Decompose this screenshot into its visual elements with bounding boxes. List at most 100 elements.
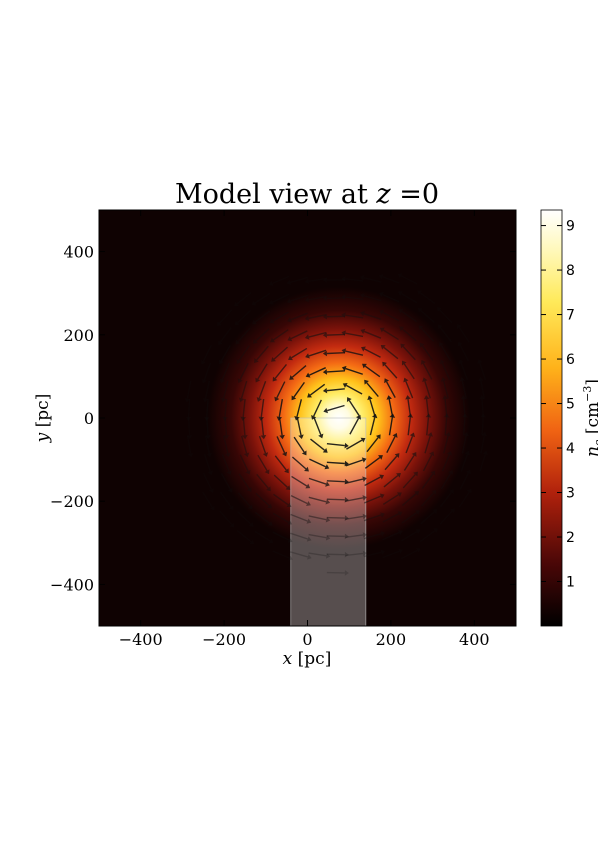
- vector-arrow: [258, 435, 269, 457]
- y-tick-label: 200: [63, 326, 94, 345]
- vector-arrow: [289, 365, 307, 380]
- vector-arrow: [308, 533, 331, 541]
- vector-arrow: [241, 435, 250, 458]
- vector-arrow: [456, 323, 470, 343]
- vector-arrow: [287, 330, 308, 342]
- vector-arrow: [422, 451, 435, 472]
- vector-arrow: [311, 399, 322, 420]
- colorbar-tick-label: 6: [566, 352, 575, 368]
- vector-arrow: [480, 413, 486, 436]
- vector-arrow: [218, 327, 232, 346]
- vector-arrow: [223, 417, 230, 440]
- vector-arrow: [366, 434, 381, 453]
- vector-arrow: [417, 307, 435, 323]
- vector-arrow: [290, 494, 311, 506]
- vector-arrow: [346, 437, 366, 450]
- vector-arrow: [443, 432, 451, 454]
- y-axis-ticks: 400 200 0 −200 −400: [50, 243, 516, 594]
- vector-arrow: [308, 552, 331, 559]
- vector-arrow: [462, 413, 468, 436]
- vector-arrow: [405, 395, 412, 418]
- vector-arrow: [379, 327, 399, 341]
- colorbar-tick-label: 8: [566, 263, 575, 279]
- vector-arrow: [424, 432, 433, 454]
- vector-arrow: [478, 376, 486, 399]
- vector-arrow: [360, 328, 382, 339]
- vector-arrow: [313, 417, 324, 439]
- vector-arrow: [398, 291, 418, 304]
- y-axis-label: y [pc]: [33, 394, 53, 444]
- vector-arrow: [364, 474, 385, 487]
- vector-arrow: [400, 343, 416, 361]
- vector-arrow: [270, 329, 289, 343]
- vector-arrow: [252, 328, 270, 344]
- vector-arrow: [378, 292, 400, 303]
- vector-field: [184, 273, 489, 576]
- y-tick-label: −400: [50, 575, 94, 594]
- vector-arrow: [437, 324, 453, 343]
- vector-arrow: [237, 492, 253, 510]
- vector-arrow: [309, 458, 330, 470]
- colorbar-close: ]: [583, 379, 598, 386]
- vector-arrow: [269, 293, 290, 305]
- vector-arrow: [254, 345, 269, 363]
- vector-arrow: [477, 359, 487, 381]
- vector-arrow: [378, 274, 400, 284]
- vector-arrow: [184, 380, 192, 403]
- vector-arrow: [239, 454, 251, 475]
- y-tick-label: 400: [63, 243, 94, 262]
- vector-arrow: [479, 450, 489, 472]
- vector-arrow: [362, 363, 381, 378]
- x-axis-ticks: −400 −200 0 200 400: [119, 210, 490, 649]
- vector-arrow: [382, 361, 398, 379]
- vector-arrow: [419, 528, 438, 543]
- vector-arrow: [290, 532, 312, 542]
- colorbar-label: ne [cm−3]: [581, 379, 598, 457]
- vector-arrow: [458, 359, 469, 381]
- vector-arrow: [290, 513, 312, 524]
- vector-arrow: [360, 293, 382, 302]
- vector-arrow: [341, 276, 364, 282]
- vector-arrow: [322, 369, 345, 375]
- vector-arrow: [254, 511, 273, 526]
- vector-arrow: [364, 455, 383, 469]
- vector-arrow: [420, 489, 437, 507]
- vector-arrow: [322, 277, 345, 283]
- vector-arrow: [186, 435, 194, 458]
- vector-arrow: [205, 417, 211, 440]
- vector-arrow: [310, 438, 328, 453]
- colorbar-exp: −3: [581, 386, 594, 402]
- vector-arrow: [341, 294, 364, 301]
- vector-arrow: [322, 295, 345, 302]
- vector-arrow: [379, 309, 400, 322]
- vector-arrow: [401, 510, 420, 524]
- vector-arrow: [272, 550, 293, 561]
- vector-arrow: [382, 492, 402, 505]
- vector-arrow: [287, 312, 308, 323]
- vector-arrow: [304, 277, 327, 285]
- vector-arrow: [421, 470, 436, 489]
- vector-arrow: [291, 456, 309, 472]
- vector-arrow: [459, 469, 471, 490]
- vector-arrow: [349, 414, 361, 435]
- vector-arrow: [422, 377, 431, 399]
- vector-arrow: [440, 470, 453, 490]
- y-axis-var: y: [33, 432, 53, 443]
- vector-arrow: [418, 325, 435, 342]
- vector-arrow: [367, 395, 376, 417]
- vector-arrow: [398, 309, 418, 323]
- colorbar-ticks: 1 2 3 4 5 6 7 8 9: [541, 219, 575, 591]
- vector-arrow: [217, 309, 233, 327]
- vector-arrow: [237, 363, 249, 384]
- vector-arrow: [441, 450, 453, 472]
- vector-arrow: [401, 529, 421, 542]
- vector-arrow: [341, 312, 364, 319]
- vector-arrow: [400, 547, 421, 560]
- vector-arrow: [386, 395, 394, 417]
- vector-arrow: [345, 476, 367, 485]
- vector-arrow: [363, 493, 385, 504]
- vector-arrow: [273, 474, 291, 491]
- vector-arrow: [401, 360, 415, 380]
- vector-arrow: [322, 313, 345, 320]
